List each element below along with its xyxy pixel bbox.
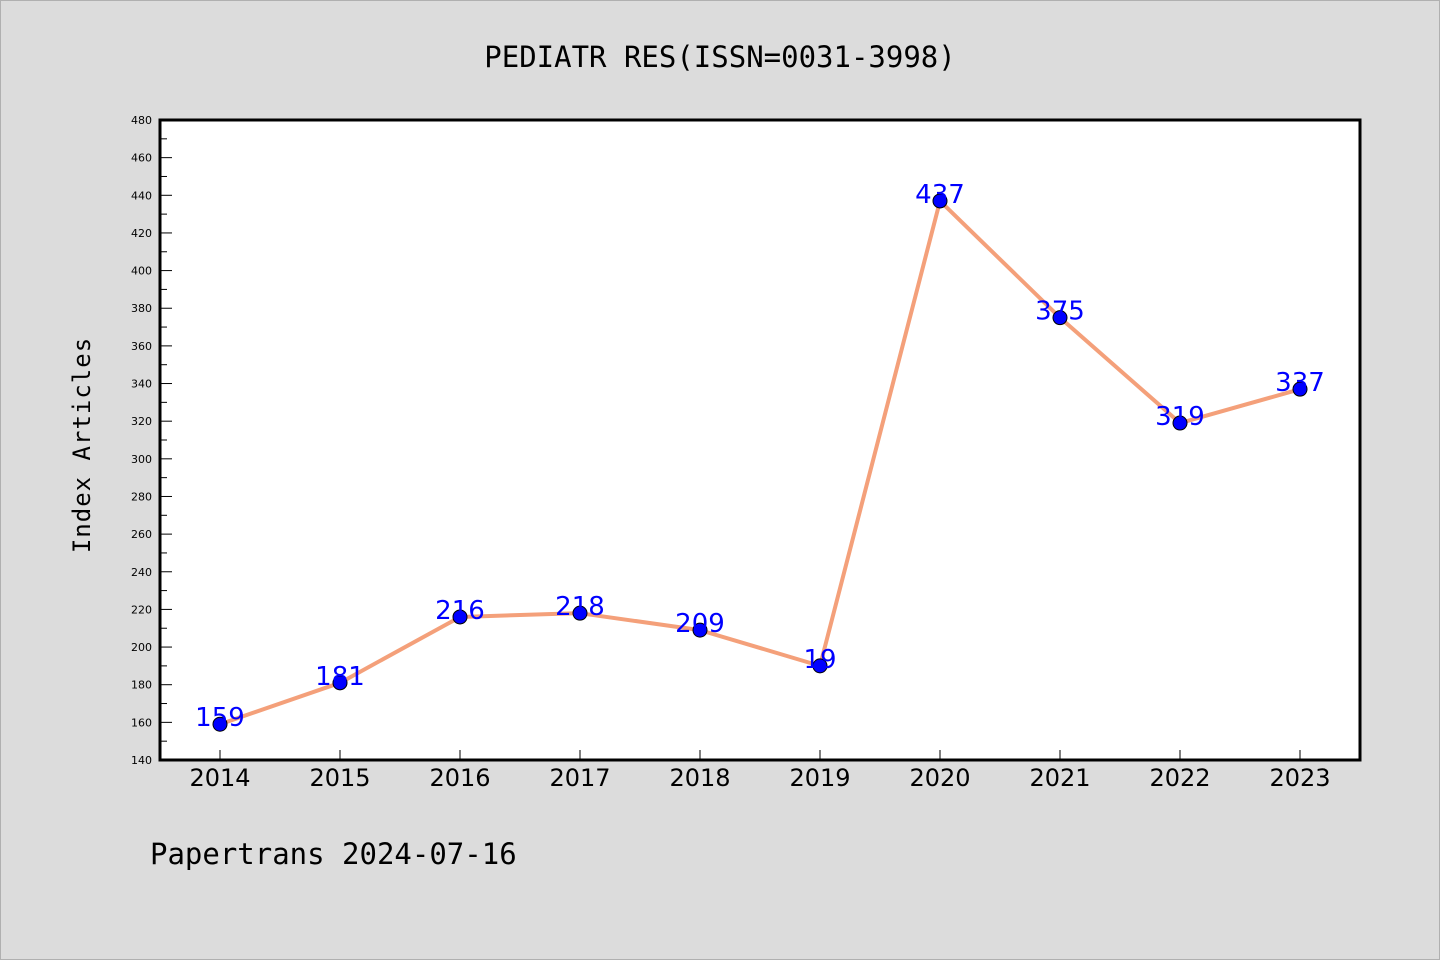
x-axis: 2014 2015 2016 2017 2018 2019 2020 2021 2022 2023 — [189, 750, 1331, 792]
y-tick-label: 440 — [131, 189, 152, 202]
y-axis: 140 160 180 200 220 240 260 280 300 320 340 360 380 4… — [131, 114, 172, 767]
y-tick-label: 360 — [131, 340, 152, 353]
y-tick-label: 200 — [131, 641, 152, 654]
x-tick-label: 2018 — [669, 764, 730, 792]
data-point — [1052, 310, 1068, 326]
y-tick-label: 140 — [131, 754, 152, 767]
data-labels: 159 181 216 218 209 19 437 375 319 337 — [195, 180, 1325, 733]
data-point — [692, 622, 708, 638]
x-tick-label: 2020 — [909, 764, 970, 792]
y-tick-label: 480 — [131, 114, 152, 127]
data-point — [1172, 415, 1188, 431]
plot-area — [160, 120, 1360, 760]
data-label: 337 — [1275, 368, 1325, 398]
y-tick-label: 240 — [131, 566, 152, 579]
data-point — [332, 675, 348, 691]
data-label: 437 — [915, 180, 965, 210]
data-label: 159 — [195, 703, 245, 733]
y-tick-label: 180 — [131, 679, 152, 692]
data-label: 181 — [315, 662, 365, 692]
series — [212, 193, 1308, 732]
y-tick-label: 340 — [131, 378, 152, 391]
x-tick-label: 2023 — [1269, 764, 1330, 792]
data-point — [572, 605, 588, 621]
data-point — [452, 609, 468, 625]
data-label: 209 — [675, 609, 725, 639]
data-label: 319 — [1155, 402, 1205, 432]
data-point — [812, 658, 828, 674]
chart-title: PEDIATR RES(ISSN=0031-3998) — [484, 40, 955, 74]
y-tick-label: 400 — [131, 265, 152, 278]
footer-text: Papertrans 2024-07-16 — [150, 837, 517, 871]
x-tick-label: 2022 — [1149, 764, 1210, 792]
data-point — [1292, 381, 1308, 397]
data-label: 216 — [435, 596, 485, 626]
y-axis-label: Index Articles — [68, 337, 96, 553]
y-tick-label: 320 — [131, 415, 152, 428]
data-label: 218 — [555, 592, 605, 622]
data-label: 375 — [1035, 297, 1085, 327]
x-tick-label: 2014 — [189, 764, 250, 792]
x-tick-label: 2017 — [549, 764, 610, 792]
y-tick-label: 220 — [131, 603, 152, 616]
y-tick-label: 420 — [131, 227, 152, 240]
data-label: 19 — [803, 645, 836, 675]
x-tick-label: 2016 — [429, 764, 490, 792]
y-tick-label: 260 — [131, 528, 152, 541]
y-tick-label: 380 — [131, 302, 152, 315]
x-tick-label: 2019 — [789, 764, 850, 792]
data-point — [212, 716, 228, 732]
x-tick-label: 2015 — [309, 764, 370, 792]
x-tick-label: 2021 — [1029, 764, 1090, 792]
y-tick-label: 160 — [131, 716, 152, 729]
plot-border — [158, 118, 1362, 762]
y-tick-label: 280 — [131, 490, 152, 503]
series-line — [219, 198, 1301, 727]
y-tick-label: 300 — [131, 453, 152, 466]
data-point — [932, 193, 948, 209]
y-tick-label: 460 — [131, 152, 152, 165]
